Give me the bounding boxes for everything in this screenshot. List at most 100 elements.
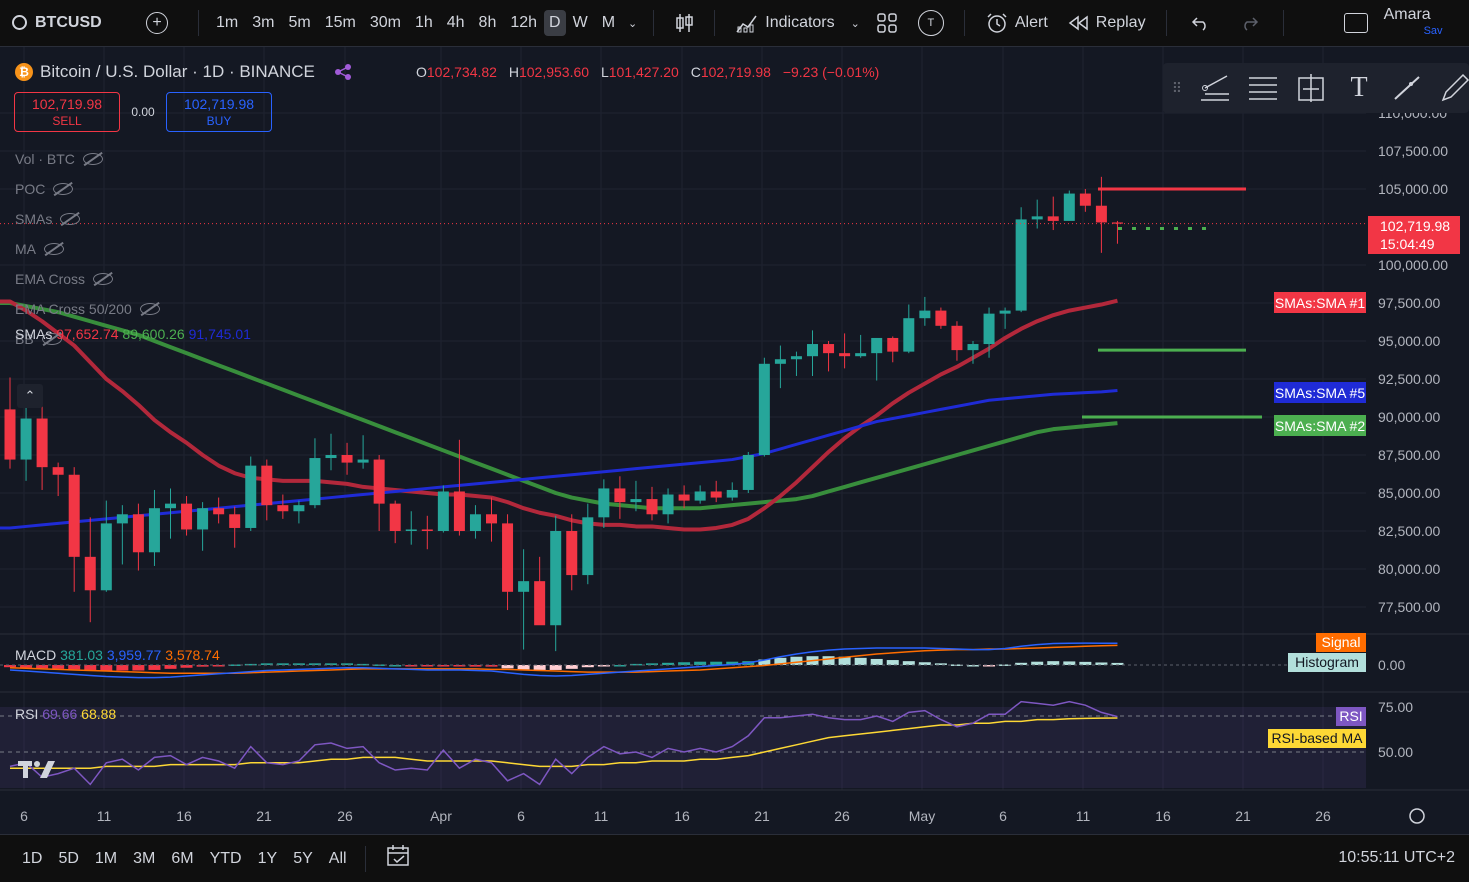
eye-hidden-icon[interactable] <box>41 333 62 345</box>
buy-button[interactable]: 102,719.98 BUY <box>166 92 272 132</box>
range-All[interactable]: All <box>328 849 347 867</box>
interval-3m[interactable]: 3m <box>252 14 275 31</box>
eye-hidden-icon[interactable] <box>53 183 74 195</box>
interval-M[interactable]: M <box>601 14 616 31</box>
indicator-row[interactable]: POC <box>15 174 160 204</box>
alert-button[interactable]: Alert <box>975 0 1058 46</box>
range-1D[interactable]: 1D <box>22 849 43 867</box>
share-icon[interactable] <box>333 63 353 81</box>
eye-hidden-icon[interactable] <box>44 243 64 255</box>
indicator-row[interactable]: MA <box>15 234 160 264</box>
macd-legend[interactable]: MACD 381.03 3,959.77 3,578.74 <box>15 647 220 663</box>
candle-body <box>1079 193 1091 206</box>
macd-histogram-bar <box>212 665 225 667</box>
y-tick-label: 90,000.00 <box>1378 409 1440 425</box>
rsi-tag-bg <box>1336 707 1366 726</box>
range-5Y[interactable]: 5Y <box>293 849 313 867</box>
range-1M[interactable]: 1M <box>94 849 118 867</box>
drag-handle-icon[interactable]: ⠿ <box>1171 79 1183 96</box>
interval-15m[interactable]: 15m <box>324 14 356 31</box>
symbol-legend[interactable]: ₿ Bitcoin / U.S. Dollar · 1D · BINANCE <box>15 62 353 82</box>
x-tick-label: 16 <box>674 808 690 824</box>
eye-hidden-icon[interactable] <box>93 273 114 285</box>
eye-hidden-icon[interactable] <box>82 153 103 165</box>
macd-histogram-bar <box>1015 662 1028 665</box>
macd-tag-bg <box>1288 653 1366 672</box>
range-3M[interactable]: 3M <box>133 849 156 867</box>
sell-label: SELL <box>52 114 82 128</box>
interval-5m[interactable]: 5m <box>288 14 311 31</box>
undo-button[interactable] <box>1177 0 1225 46</box>
macd-histogram-bar <box>68 665 81 670</box>
text-tool[interactable]: T <box>1339 63 1379 113</box>
symbol-search[interactable]: BTCUSD <box>0 0 132 46</box>
x-tick-label: 11 <box>594 808 609 824</box>
brush-tool[interactable] <box>1387 63 1427 113</box>
macd-signal-value: 3,578.74 <box>165 647 220 663</box>
divider <box>1282 10 1284 36</box>
x-tick-label: 6 <box>20 808 28 824</box>
candle-body <box>710 491 722 498</box>
indicator-row[interactable]: SMAs <box>15 204 160 234</box>
candle-body <box>983 313 995 345</box>
chevron-down-icon[interactable]: ⌄ <box>628 17 638 30</box>
price-chart[interactable]: 110,000.00107,500.00105,000.00100,000.00… <box>0 47 1469 833</box>
macd-histogram-bar <box>549 665 562 670</box>
indicator-row[interactable]: Vol · BTC <box>15 144 160 174</box>
macd-hist-value: 381.03 <box>60 647 103 663</box>
collapse-legend-button[interactable]: ⌃ <box>17 384 43 408</box>
x-tick-label: 11 <box>97 808 112 824</box>
eye-hidden-icon[interactable] <box>139 303 160 315</box>
eye-hidden-icon[interactable] <box>60 213 81 225</box>
macd-line-value: 3,959.77 <box>106 647 162 663</box>
range-1Y[interactable]: 1Y <box>257 849 278 867</box>
clock[interactable]: 10:55:11 UTC+2 <box>1338 849 1455 866</box>
interval-W[interactable]: W <box>572 14 588 31</box>
range-YTD[interactable]: YTD <box>209 849 242 867</box>
date-range-button[interactable] <box>376 844 422 873</box>
interval-D[interactable]: D <box>544 10 566 36</box>
trend-lines-icon <box>1201 75 1229 101</box>
pencil-tool[interactable] <box>1435 63 1469 113</box>
y-tick-label: 82,500.00 <box>1378 523 1440 539</box>
plus-icon: + <box>152 14 162 31</box>
alert-label: Alert <box>1014 14 1048 31</box>
fib-tool[interactable] <box>1243 63 1283 113</box>
macd-histogram-bar <box>116 665 129 671</box>
range-6M[interactable]: 6M <box>171 849 194 867</box>
last-price-tag-bg <box>1368 216 1460 254</box>
layouts-button[interactable] <box>866 0 908 46</box>
interval-30m[interactable]: 30m <box>369 14 401 31</box>
indicators-button[interactable]: Indicators <box>725 0 844 46</box>
rsi-legend[interactable]: RSI 69.66 68.88 <box>15 706 116 722</box>
patterns-tool[interactable] <box>1291 63 1331 113</box>
chart-type-button[interactable] <box>664 0 704 46</box>
user-sub: Sav <box>1423 25 1443 37</box>
chevron-down-icon[interactable]: ⌄ <box>850 17 860 30</box>
templates-button[interactable]: T <box>908 0 954 46</box>
interval-12h[interactable]: 12h <box>510 14 538 31</box>
interval-1m[interactable]: 1m <box>216 14 239 31</box>
replay-button[interactable]: Replay <box>1058 0 1156 46</box>
indicator-row[interactable]: EMA Cross <box>15 264 160 294</box>
candle-body <box>1047 216 1059 221</box>
smas-legend[interactable]: SMAs 97,652.74 89,600.26 91,745.01 <box>15 326 251 342</box>
compare-symbol-button[interactable]: + <box>146 12 168 34</box>
interval-4h[interactable]: 4h <box>446 14 465 31</box>
fullscreen-button[interactable] <box>1294 0 1384 46</box>
redo-button[interactable] <box>1225 0 1273 46</box>
candle-body <box>935 310 947 326</box>
indicator-row[interactable]: EMA Cross 50/200 <box>15 294 160 324</box>
range-5D[interactable]: 5D <box>58 849 79 867</box>
macd-histogram-bar <box>854 657 867 665</box>
indicator-row[interactable]: BB <box>15 324 160 354</box>
indicator-list: Vol · BTC POC SMAs MA EMA Cross EMA Cross 50/… <box>15 144 160 354</box>
sell-button[interactable]: 102,719.98 SELL <box>14 92 120 132</box>
interval-8h[interactable]: 8h <box>478 14 497 31</box>
candle-body <box>357 459 369 463</box>
trend-lines-tool[interactable] <box>1195 63 1235 113</box>
user-menu[interactable]: Amara Sav <box>1384 0 1443 46</box>
pencil-icon <box>1441 73 1469 102</box>
candle-body <box>790 356 802 360</box>
interval-1h[interactable]: 1h <box>414 14 433 31</box>
